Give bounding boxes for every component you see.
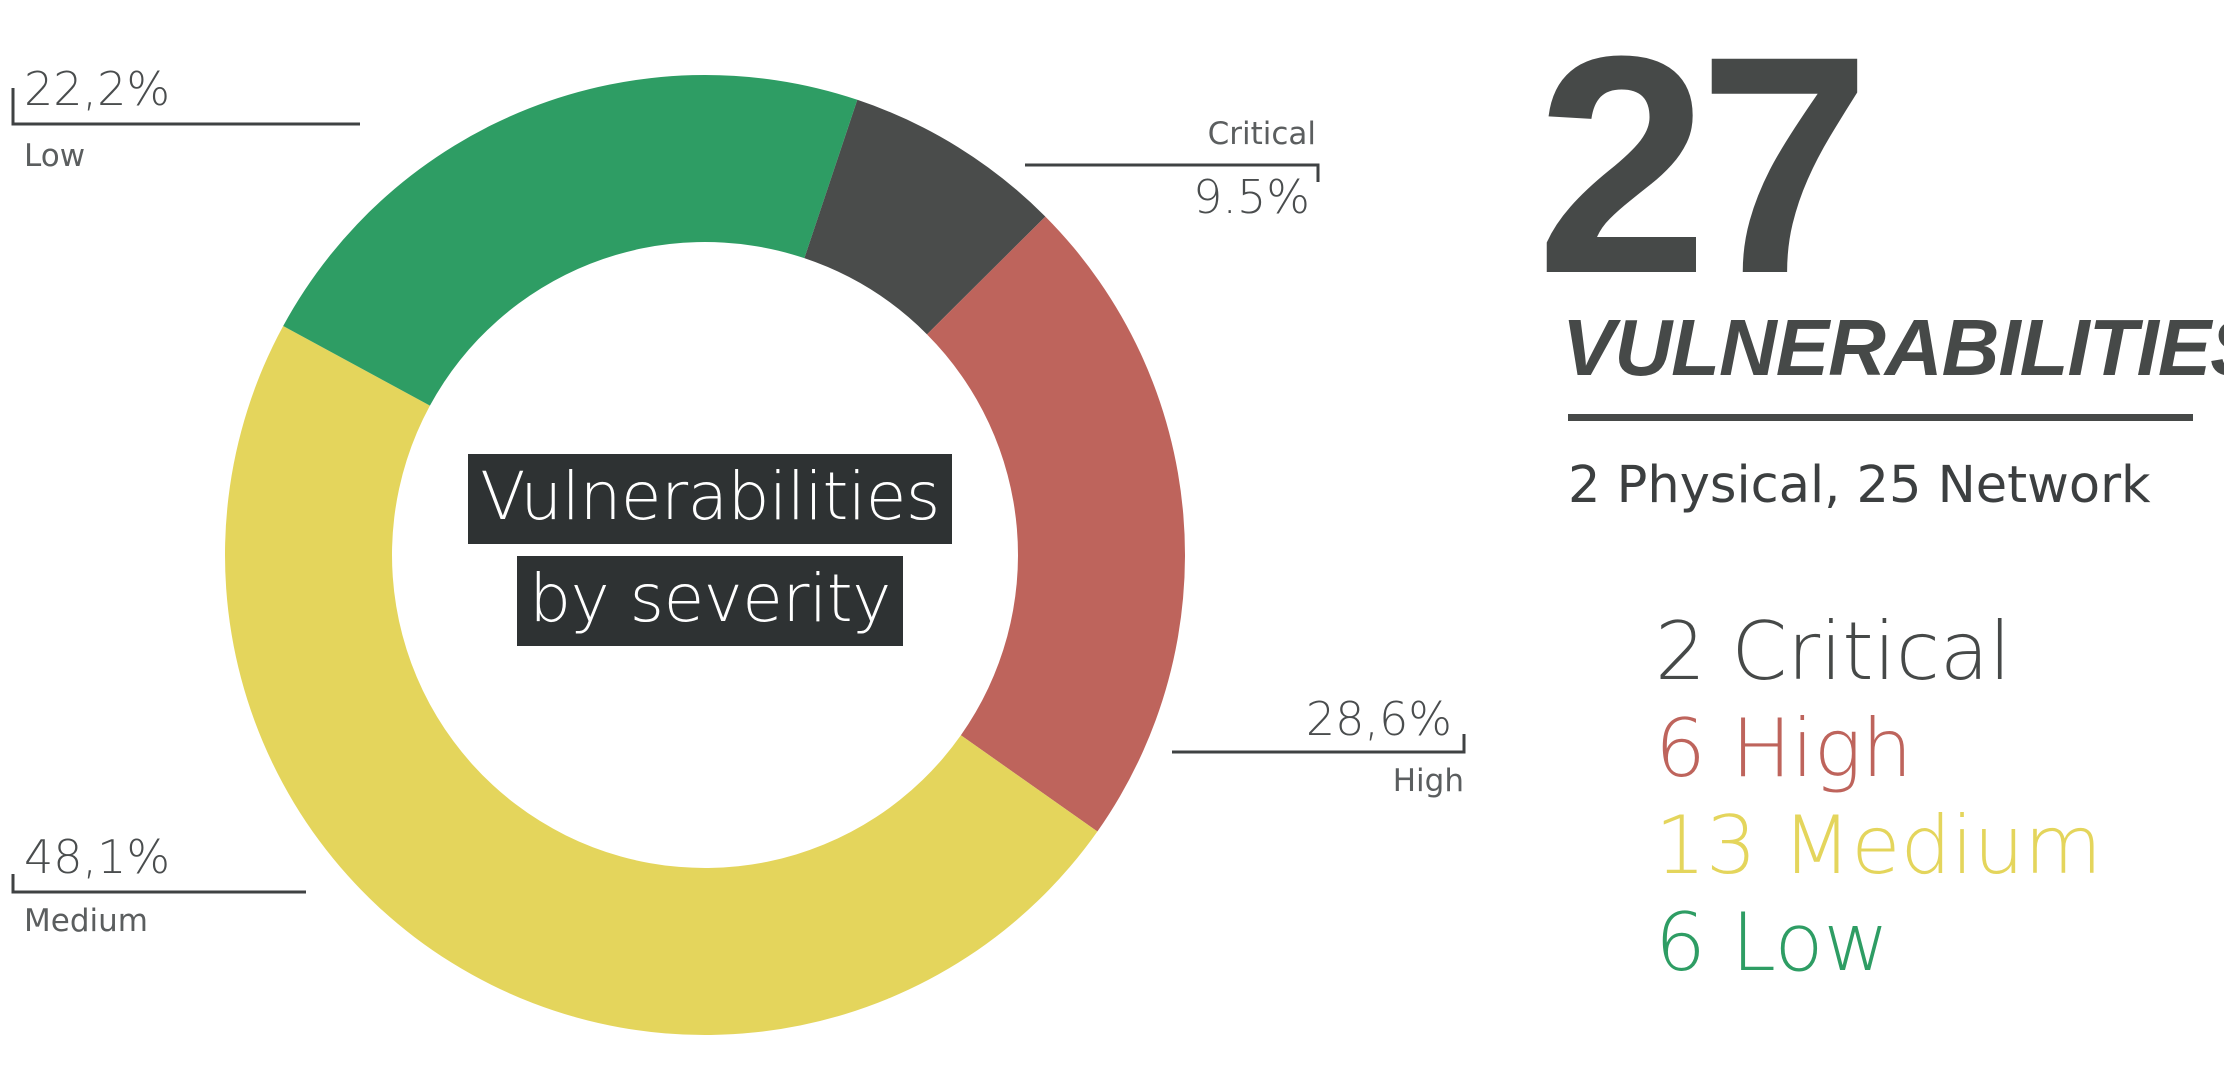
donut-slice-critical [804,99,1046,335]
callout-medium-label: Medium [24,903,148,939]
vulnerability-breakdown: 2 Physical, 25 Network [1568,456,2151,515]
donut-slices [224,74,1185,1036]
callout-low-label: Low [24,138,86,174]
callout-low-percent: 22,2% [24,62,171,116]
chart-title-line-2-text: by severity [517,556,903,646]
donut-slice-low [283,74,858,406]
chart-title-line-1: Vulnerabilities [300,454,1120,544]
divider [1568,414,2193,421]
legend-item-low: 6 Low [1655,896,1889,989]
leader-line-medium [11,874,306,894]
callout-high-percent: 28,6% [1305,692,1452,746]
chart-title-line-2: by severity [300,556,1120,646]
callout-critical-percent: 9.5% [1193,170,1310,224]
total-vulnerabilities-count: 27 [1536,0,1871,338]
legend-item-high: 6 High [1655,702,1913,795]
legend-item-medium: 13 Medium [1655,799,2103,892]
callout-critical-label: Critical [1207,116,1316,152]
legend-item-critical: 2 Critical [1655,605,2012,698]
chart-title-line-1-text: Vulnerabilities [468,454,952,544]
leader-line-low [11,88,360,126]
total-vulnerabilities-label: VULNERABILITIES [1562,303,2224,392]
callout-medium-percent: 48,1% [24,830,171,884]
callout-leader-lines [11,88,1466,894]
donut-slice-high [926,216,1185,832]
callout-high-label: High [1392,763,1464,799]
leader-line-high [1172,734,1466,754]
donut-slice-medium [224,325,1098,1036]
leader-line-critical [1025,163,1320,182]
